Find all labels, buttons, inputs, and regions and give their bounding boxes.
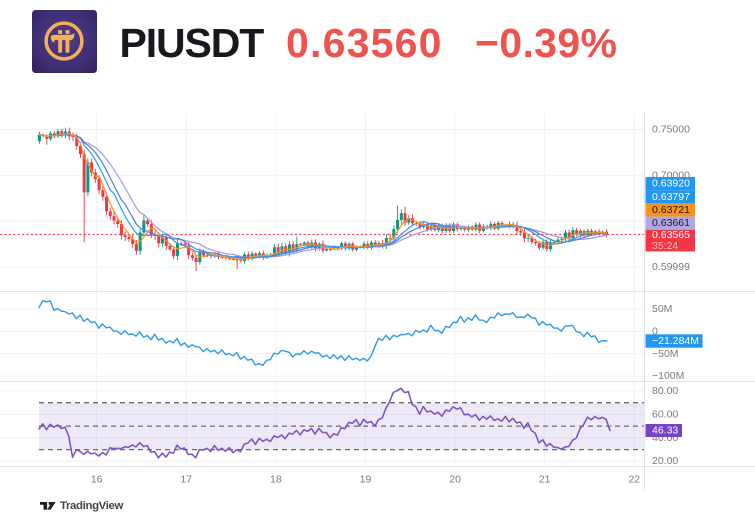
svg-text:0.75000: 0.75000 (652, 124, 690, 136)
svg-text:0: 0 (652, 326, 658, 338)
svg-text:21: 21 (539, 474, 551, 486)
svg-text:80.00: 80.00 (652, 385, 678, 397)
svg-text:18: 18 (270, 474, 282, 486)
svg-text:16: 16 (91, 474, 103, 486)
svg-text:35:24: 35:24 (652, 240, 678, 252)
svg-text:0.63721: 0.63721 (652, 204, 690, 216)
svg-text:20.00: 20.00 (652, 455, 678, 467)
svg-text:0.63565: 0.63565 (652, 229, 690, 241)
svg-text:−100M: −100M (652, 370, 684, 382)
svg-text:46.33: 46.33 (652, 425, 678, 437)
svg-text:60.00: 60.00 (652, 408, 678, 420)
svg-text:20: 20 (449, 474, 461, 486)
svg-text:50M: 50M (652, 303, 672, 315)
svg-text:0.63661: 0.63661 (652, 217, 690, 229)
svg-text:22: 22 (628, 474, 640, 486)
svg-text:19: 19 (360, 474, 372, 486)
svg-text:TradingView: TradingView (60, 500, 124, 512)
svg-text:0.59999: 0.59999 (652, 261, 690, 273)
svg-text:17: 17 (180, 474, 192, 486)
svg-text:0.63797: 0.63797 (652, 191, 690, 203)
svg-text:−50M: −50M (652, 348, 679, 360)
svg-text:−21.284M: −21.284M (652, 335, 699, 347)
svg-text:0.63920: 0.63920 (652, 178, 690, 190)
